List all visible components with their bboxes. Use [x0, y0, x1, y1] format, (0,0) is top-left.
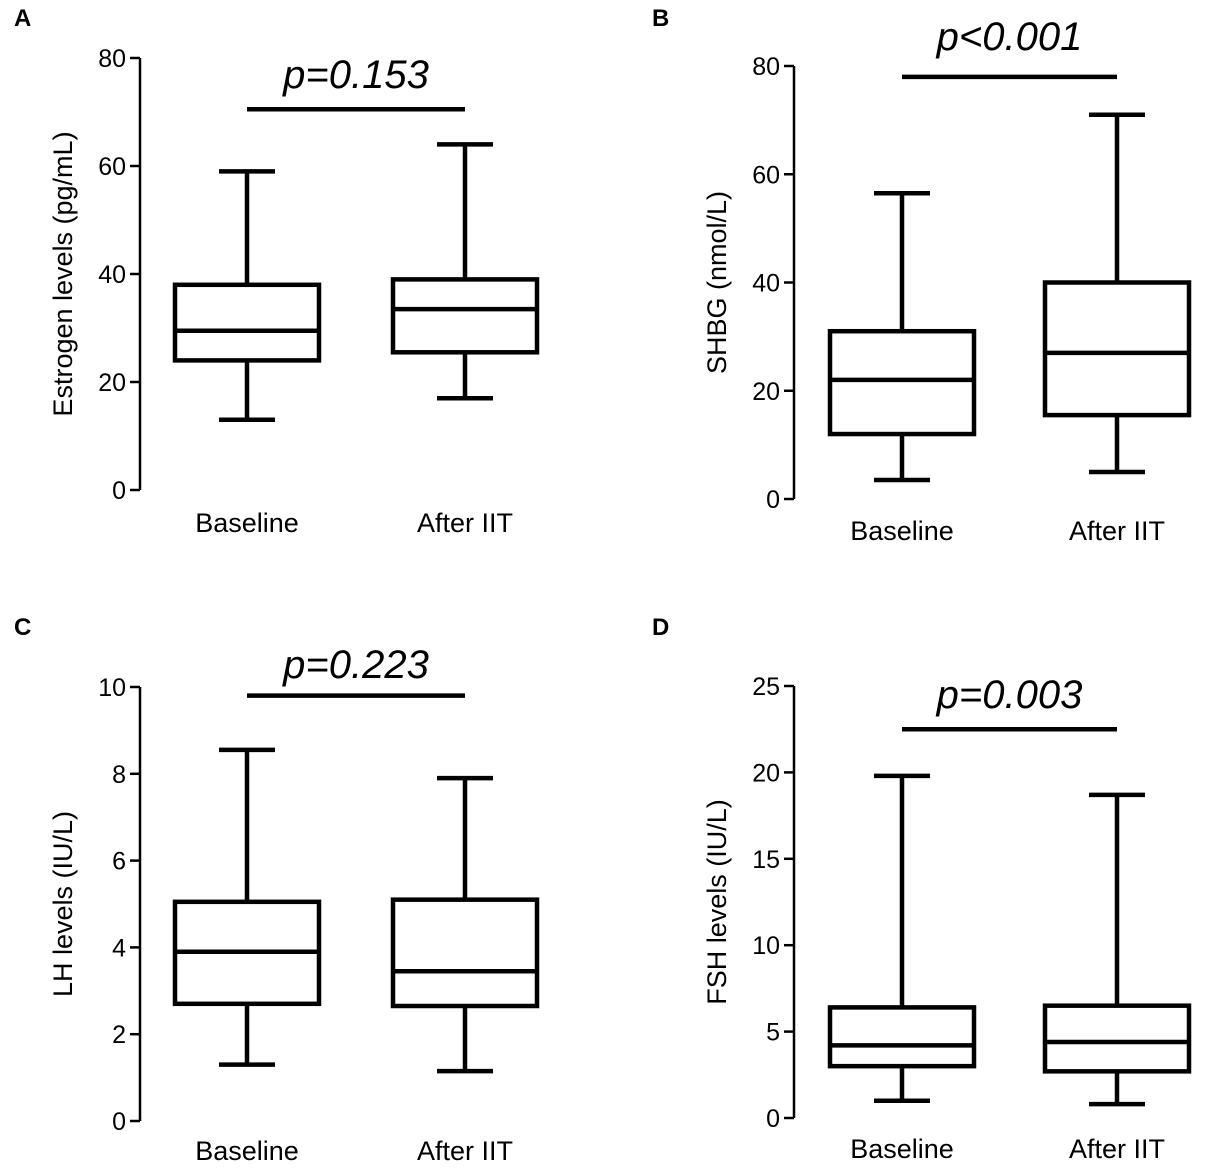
y-tick-label: 10 — [752, 932, 780, 960]
y-axis-title: FSH levels (IU/L) — [702, 799, 732, 1005]
x-category-label: Baseline — [195, 1136, 299, 1166]
box-baseline — [172, 747, 322, 1067]
y-tick-label: 20 — [752, 759, 780, 787]
y-tick-label: 20 — [98, 369, 126, 397]
iqr-box — [1042, 280, 1192, 418]
x-category-label: After IIT — [417, 508, 513, 538]
panel-letter: A — [14, 5, 31, 32]
x-category-label: After IIT — [1069, 516, 1165, 546]
y-tick-label: 40 — [98, 261, 126, 289]
box-baseline — [172, 169, 322, 423]
box-baseline — [827, 190, 977, 483]
panel-d: D 0 5 10 15 20 25 FSH levels (IU/L) Baseline Afte… — [652, 614, 1192, 1164]
iqr-box — [827, 1005, 977, 1069]
panel-letter: C — [14, 614, 31, 641]
y-tick-label: 20 — [752, 378, 780, 406]
y-tick-label: 0 — [766, 1105, 780, 1133]
x-category-label: After IIT — [417, 1136, 513, 1166]
y-tick-label: 0 — [112, 477, 126, 505]
y-tick-label: 5 — [766, 1019, 780, 1047]
x-category-label: Baseline — [195, 508, 299, 538]
panel-c: C 0 2 4 6 8 10 LH levels (IU/L) Baseline After II… — [14, 614, 540, 1166]
iqr-box — [390, 277, 540, 355]
y-tick-label: 25 — [752, 673, 780, 701]
p-value-label: p=0.153 — [282, 53, 429, 97]
y-tick-label: 60 — [98, 153, 126, 181]
panel-letter: B — [652, 5, 669, 32]
y-axis-title: Estrogen levels (pg/mL) — [48, 131, 78, 416]
panel-letter: D — [652, 614, 669, 641]
y-tick-label: 80 — [98, 45, 126, 73]
y-tick-label: 0 — [112, 1108, 126, 1136]
y-tick-label: 80 — [752, 53, 780, 81]
box-after-iit — [1042, 792, 1192, 1107]
y-tick-label: 40 — [752, 270, 780, 298]
box-baseline — [827, 773, 977, 1103]
y-tick-label: 0 — [766, 486, 780, 514]
y-tick-label: 60 — [752, 161, 780, 189]
iqr-box — [390, 897, 540, 1009]
p-value-label: p<0.001 — [936, 15, 1083, 59]
x-category-label: Baseline — [850, 516, 954, 546]
y-tick-label: 2 — [112, 1021, 126, 1049]
x-category-label: Baseline — [850, 1134, 954, 1164]
y-tick-label: 4 — [112, 934, 126, 962]
y-tick-label: 15 — [752, 846, 780, 874]
y-tick-label: 6 — [112, 848, 126, 876]
x-category-label: After IIT — [1069, 1134, 1165, 1164]
panel-a: A 0 20 40 60 80 Estrogen levels (pg/mL) Baselin… — [14, 5, 540, 538]
box-after-iit — [390, 775, 540, 1074]
y-axis-title: LH levels (IU/L) — [48, 811, 78, 997]
iqr-box — [1042, 1003, 1192, 1074]
y-tick-label: 8 — [112, 761, 126, 789]
iqr-box — [827, 328, 977, 437]
y-tick-label: 10 — [98, 674, 126, 702]
y-axis-title: SHBG (nmol/L) — [702, 191, 732, 374]
iqr-box — [172, 282, 322, 363]
p-value-label: p=0.223 — [282, 643, 429, 687]
box-after-iit — [1042, 112, 1192, 475]
box-after-iit — [390, 142, 540, 401]
panel-b: B 0 20 40 60 80 SHBG (nmol/L) Baseline After IIT… — [652, 5, 1192, 546]
p-value-label: p=0.003 — [936, 673, 1083, 717]
